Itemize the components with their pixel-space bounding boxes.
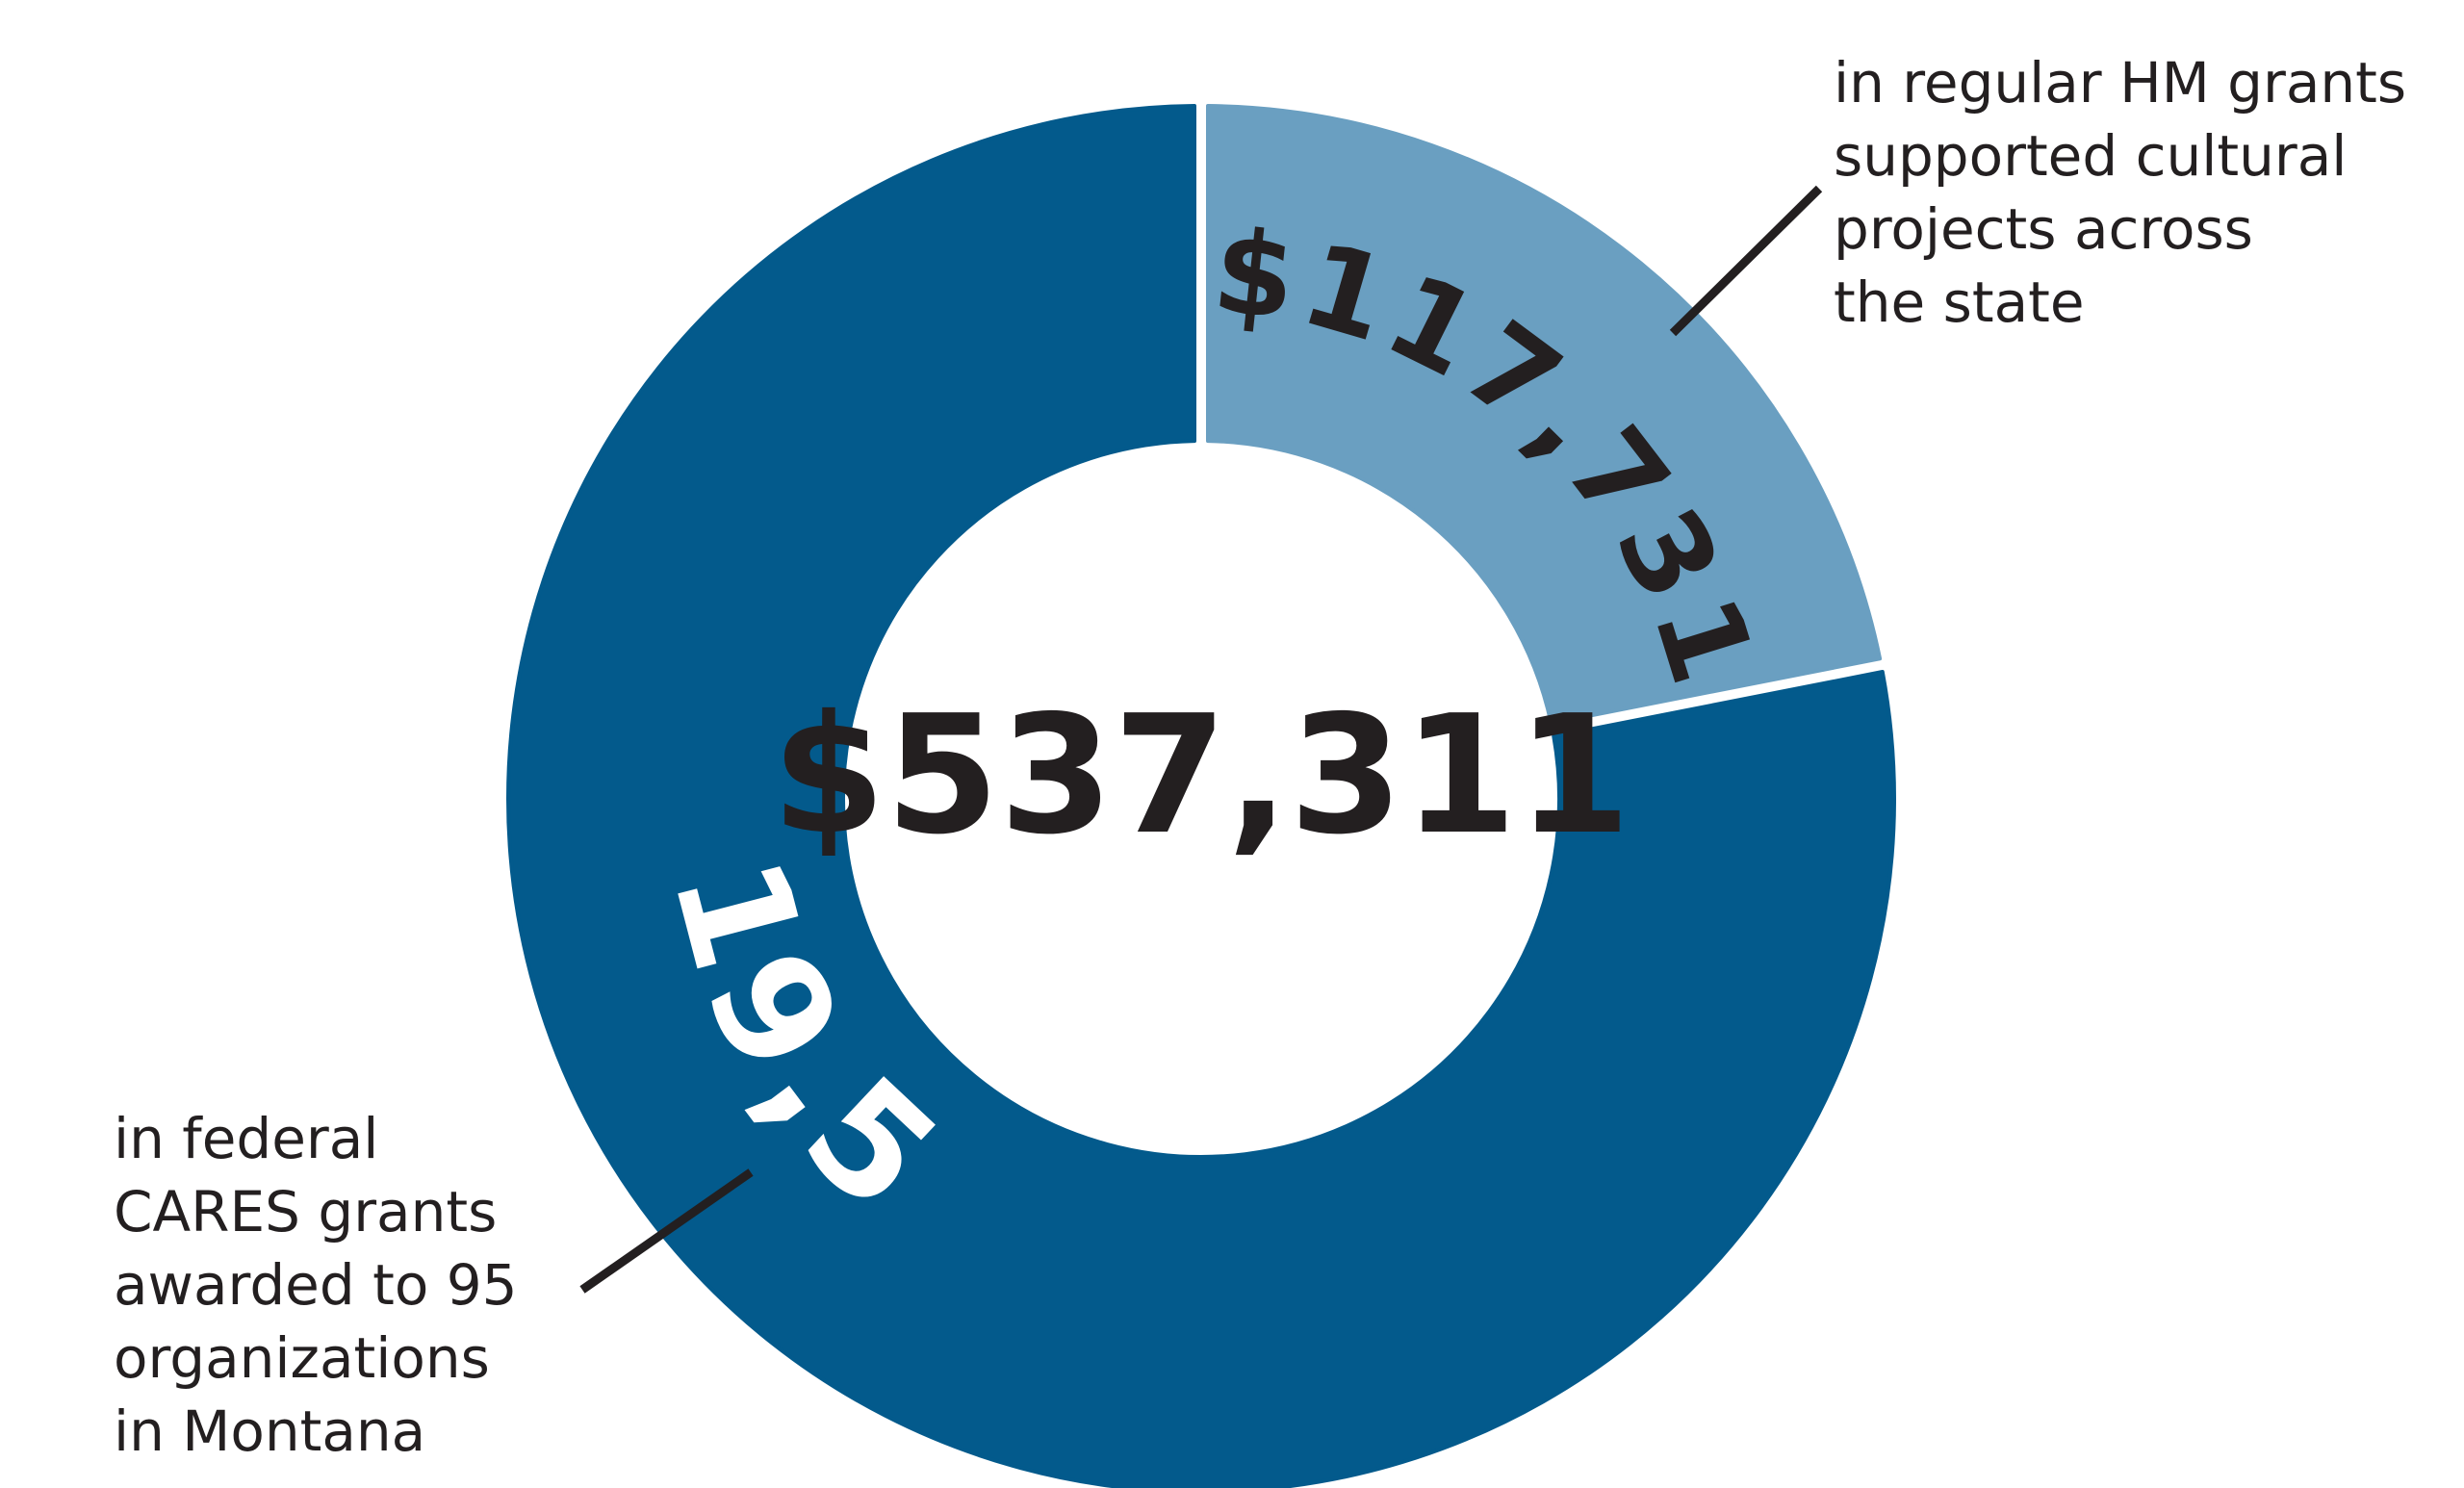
callout-line: in Montana [114, 1398, 426, 1464]
leader-line-cares [579, 1168, 754, 1294]
donut-slice-0 [1206, 104, 1883, 726]
callout-line: in regular HM grants [1834, 50, 2407, 115]
callout-line: CARES grants [114, 1179, 498, 1244]
total-label: $537,311 [772, 680, 1631, 871]
callout-line: supported cultural [1834, 123, 2348, 189]
callout-line: projects across [1834, 196, 2253, 262]
callout-cares-grants: in federal CARES grants awarded to 95 or… [114, 1102, 518, 1468]
callout-line: organizations [114, 1325, 490, 1391]
leader-line-hm [1669, 185, 1823, 337]
donut-slice-1 [506, 104, 1897, 1488]
callout-line: in federal [114, 1106, 379, 1171]
callout-hm-grants: in regular HM grants supported cultural … [1834, 46, 2406, 339]
callout-line: awarded to 95 [114, 1252, 518, 1318]
callout-line: the state [1834, 269, 2085, 335]
